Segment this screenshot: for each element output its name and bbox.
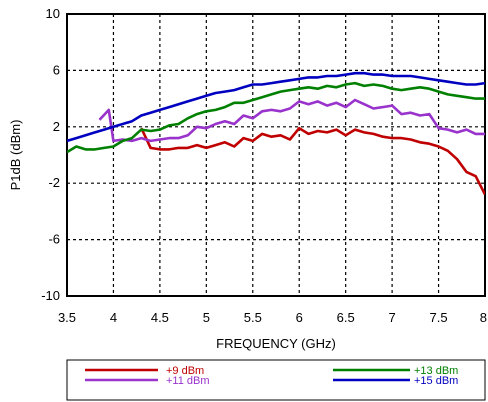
y-tick-label: 10 — [46, 6, 60, 21]
series-line-15dbmdbm — [67, 71, 485, 143]
y-tick-label: -6 — [48, 232, 60, 247]
x-tick-label: 7 — [388, 310, 395, 325]
legend: +9 dBm+11 dBm +13 dBm+15 dBm — [85, 365, 458, 387]
legend-label-11dbmdbm: +11 dBm — [166, 375, 210, 387]
y-tick-label: -10 — [41, 288, 60, 303]
x-tick-label: 6.5 — [337, 310, 355, 325]
x-axis-label: FREQUENCY (GHz) — [216, 336, 336, 351]
series-line-13dbmdbm — [67, 81, 485, 154]
x-tick-label: 5.5 — [244, 310, 262, 325]
x-tick-label: 4.5 — [151, 310, 169, 325]
x-tick-label: 8 — [480, 310, 487, 325]
grid-lines — [67, 14, 485, 296]
series-line-9dbmdbm — [140, 126, 485, 196]
x-tick-label: 3.5 — [58, 310, 76, 325]
legend-label-13dbmdbm: +13 dBm — [414, 365, 458, 377]
legend-label-9dbmdbm: +9 dBm — [166, 365, 204, 377]
y-tick-label: 6 — [53, 62, 60, 77]
y-tick-label: -2 — [48, 175, 60, 190]
x-tick-label: 5 — [203, 310, 210, 325]
x-tick-label: 4 — [110, 310, 117, 325]
y-axis-label: P1dB (dBm) — [8, 120, 23, 191]
legend-label-15dbmdbm: +15 dBm — [414, 375, 458, 387]
plot-area-frame — [66, 13, 486, 297]
y-tick-label: 2 — [53, 119, 60, 134]
x-tick-labels: 3.5 4 4.5 5 5.5 6 6.5 7 7.5 8 — [58, 310, 487, 325]
series-layer — [67, 71, 485, 196]
series-line-11dbmdbm — [98, 98, 485, 143]
x-tick-label: 6 — [296, 310, 303, 325]
x-tick-label: 7.5 — [430, 310, 448, 325]
y-tick-labels: 10 6 2 -2 -6 -10 — [41, 6, 60, 303]
